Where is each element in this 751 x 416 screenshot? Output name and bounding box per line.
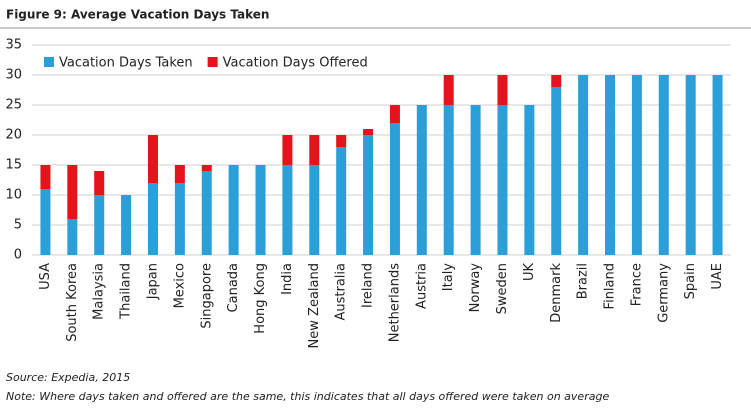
- bar: [147, 135, 158, 183]
- bar: [94, 195, 105, 255]
- y-tick-label: 35: [5, 38, 22, 53]
- bar: [605, 75, 616, 255]
- x-tick-label: Norway: [468, 263, 483, 313]
- bar: [174, 165, 185, 183]
- x-tick-label: Mexico: [172, 263, 187, 308]
- x-tick-label: UAE: [710, 263, 725, 290]
- bar: [309, 165, 320, 255]
- bar: [282, 165, 293, 255]
- x-tick-label: Malaysia: [92, 263, 107, 320]
- bar: [551, 87, 562, 255]
- x-tick-label: Brazil: [576, 263, 591, 299]
- y-tick-label: 15: [5, 158, 22, 173]
- bar: [658, 75, 669, 255]
- bar: [389, 105, 400, 123]
- bar: [631, 75, 642, 255]
- bar: [40, 189, 51, 255]
- bar: [416, 105, 427, 255]
- x-tick-label: Germany: [656, 263, 671, 323]
- source: Source: Expedia, 2015: [6, 371, 130, 384]
- x-tick-label: USA: [38, 263, 53, 290]
- bar: [470, 105, 481, 255]
- bar: [201, 165, 212, 171]
- legend-swatch: [207, 57, 218, 67]
- bar: [309, 135, 320, 165]
- bar: [524, 105, 535, 255]
- bar: [40, 165, 51, 189]
- x-tick-label: Sweden: [495, 263, 510, 314]
- y-tick-label: 10: [5, 188, 22, 203]
- x-tick-label: Italy: [441, 263, 456, 292]
- legend-label: Vacation Days Taken: [59, 56, 193, 71]
- x-tick-label: Japan: [145, 263, 160, 300]
- note: Note: Where days taken and offered are t…: [6, 390, 609, 403]
- x-tick-label: Denmark: [549, 263, 564, 323]
- chart-title: Figure 9: Average Vacation Days Taken: [6, 8, 269, 22]
- y-tick-label: 5: [14, 218, 22, 233]
- bar: [443, 105, 454, 255]
- bar: [201, 171, 212, 255]
- x-tick-label: Singapore: [199, 263, 214, 329]
- bar: [497, 75, 508, 105]
- x-tick-label: South Korea: [65, 263, 80, 342]
- y-tick-label: 0: [14, 248, 22, 263]
- x-tick-label: Hong Kong: [253, 263, 268, 334]
- bar: [121, 195, 132, 255]
- bar: [67, 165, 78, 219]
- bar: [94, 171, 105, 195]
- x-tick-label: New Zealand: [307, 263, 322, 348]
- bar: [147, 183, 158, 255]
- x-tick-label: Finland: [603, 263, 618, 309]
- bar: [363, 135, 374, 255]
- bar: [712, 75, 723, 255]
- x-tick-label: India: [280, 263, 295, 295]
- bar: [255, 165, 266, 255]
- x-tick-label: Australia: [334, 263, 349, 321]
- bar: [551, 75, 562, 87]
- bar: [336, 147, 347, 255]
- bar: [363, 129, 374, 135]
- x-tick-label: Canada: [226, 263, 241, 312]
- bar: [443, 75, 454, 105]
- x-tick-label: Spain: [683, 263, 698, 299]
- x-tick-label: Netherlands: [387, 263, 402, 342]
- bar: [578, 75, 589, 255]
- bar: [228, 165, 239, 255]
- bar: [389, 123, 400, 255]
- x-tick-label: Thailand: [119, 263, 134, 320]
- y-tick-label: 30: [5, 68, 22, 83]
- y-tick-label: 20: [5, 128, 22, 143]
- bar: [67, 219, 78, 255]
- bar: [336, 135, 347, 147]
- bar: [282, 135, 293, 165]
- bar: [174, 183, 185, 255]
- x-tick-label: Ireland: [361, 263, 376, 308]
- y-tick-label: 25: [5, 98, 22, 113]
- bar: [497, 105, 508, 255]
- legend-label: Vacation Days Offered: [223, 56, 368, 71]
- x-tick-label: France: [629, 263, 644, 306]
- bar: [685, 75, 696, 255]
- x-tick-label: UK: [522, 263, 537, 282]
- legend-swatch: [44, 57, 54, 67]
- x-tick-label: Austria: [414, 263, 429, 309]
